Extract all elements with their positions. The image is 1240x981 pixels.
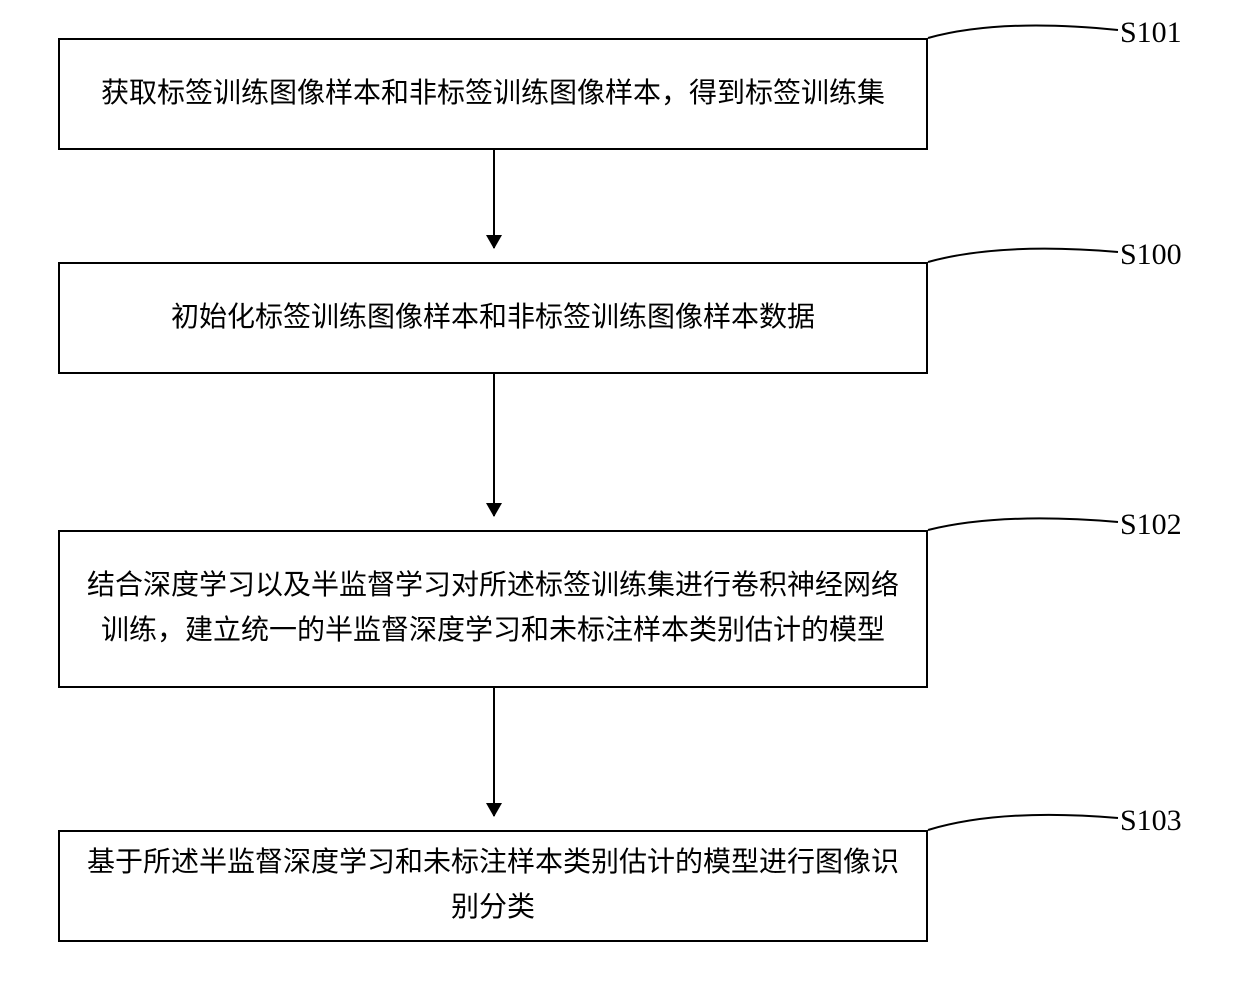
flowchart-node: 基于所述半监督深度学习和未标注样本类别估计的模型进行图像识别分类: [58, 830, 928, 942]
step-label-text: S100: [1120, 238, 1182, 271]
flowchart-node: 初始化标签训练图像样本和非标签训练图像样本数据: [58, 262, 928, 374]
flowchart-container: 获取标签训练图像样本和非标签训练图像样本，得到标签训练集 S101 初始化标签训…: [0, 0, 1240, 981]
step-label-text: S103: [1120, 804, 1182, 837]
flowchart-node: 结合深度学习以及半监督学习对所述标签训练集进行卷积神经网络训练，建立统一的半监督…: [58, 530, 928, 688]
node-text: 基于所述半监督深度学习和未标注样本类别估计的模型进行图像识别分类: [84, 841, 902, 931]
step-label-text: S101: [1120, 16, 1182, 49]
node-text: 获取标签训练图像样本和非标签训练图像样本，得到标签训练集: [101, 72, 885, 117]
node-text: 初始化标签训练图像样本和非标签训练图像样本数据: [171, 296, 815, 341]
step-label: S102: [1120, 508, 1182, 542]
flowchart-arrow: [493, 150, 495, 248]
flowchart-arrow: [493, 374, 495, 516]
flowchart-arrow: [493, 688, 495, 816]
flowchart-node: 获取标签训练图像样本和非标签训练图像样本，得到标签训练集: [58, 38, 928, 150]
step-label-text: S102: [1120, 508, 1182, 541]
step-label: S101: [1120, 16, 1182, 50]
node-text: 结合深度学习以及半监督学习对所述标签训练集进行卷积神经网络训练，建立统一的半监督…: [84, 564, 902, 654]
step-label: S103: [1120, 804, 1182, 838]
step-label: S100: [1120, 238, 1182, 272]
